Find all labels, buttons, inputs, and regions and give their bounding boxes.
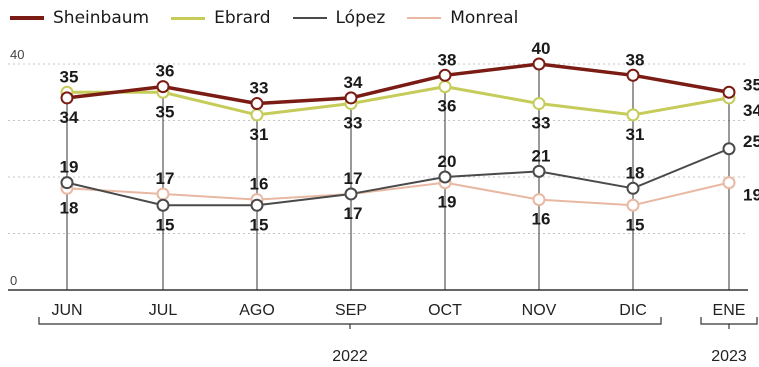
- legend-item-monreal: Monreal: [407, 8, 518, 28]
- legend-label-monreal: Monreal: [450, 8, 519, 28]
- data-label-sheinbaum: 33: [250, 79, 269, 98]
- data-label-ebrard: 34: [743, 101, 759, 120]
- data-label-sheinbaum: 34: [344, 73, 363, 92]
- data-label-ebrard: 35: [60, 67, 79, 86]
- data-point-lopez: [438, 170, 452, 184]
- data-point-ebrard: [250, 108, 264, 122]
- data-label-sheinbaum: 40: [532, 39, 551, 58]
- data-point-lopez: [722, 142, 736, 156]
- data-point-sheinbaum: [156, 80, 170, 94]
- series-line-lopez: [66, 147, 730, 207]
- data-label-lopez: 15: [156, 215, 175, 234]
- data-point-sheinbaum: [344, 91, 358, 105]
- data-label-sheinbaum: 36: [156, 62, 175, 81]
- legend-swatch-sheinbaum: [10, 16, 44, 20]
- legend-item-sheinbaum: Sheinbaum: [10, 8, 149, 28]
- data-label-monreal: 16: [250, 175, 269, 194]
- y-tick-label: 40: [10, 47, 24, 62]
- data-point-lopez: [532, 164, 546, 178]
- data-point-ebrard: [626, 108, 640, 122]
- data-label-sheinbaum: 38: [438, 50, 457, 69]
- data-label-ebrard: 36: [438, 97, 457, 116]
- data-label-lopez: 25: [743, 132, 759, 151]
- data-label-lopez: 18: [626, 163, 645, 182]
- x-tick-label-jun: JUN: [51, 302, 82, 319]
- x-tick-label-ago: AGO: [239, 302, 275, 319]
- series-line-monreal: [66, 181, 730, 207]
- data-label-monreal: 15: [626, 215, 645, 234]
- legend-swatch-monreal: [407, 17, 442, 19]
- data-label-lopez: 19: [60, 158, 79, 177]
- data-point-sheinbaum: [722, 85, 736, 99]
- series-line-ebrard: [67, 85, 730, 117]
- y-tick-label: 0: [10, 273, 17, 288]
- data-label-ebrard: 31: [250, 125, 269, 144]
- data-label-monreal: 17: [156, 169, 175, 188]
- data-label-monreal: 17: [344, 204, 363, 223]
- data-point-ebrard: [532, 97, 546, 111]
- x-tick-label-dic: DIC: [619, 302, 647, 319]
- data-point-sheinbaum: [532, 57, 546, 71]
- data-label-lopez: 17: [344, 169, 363, 188]
- legend-swatch-lopez: [292, 17, 327, 19]
- data-point-monreal: [532, 193, 546, 207]
- x-tick-label-sep: SEP: [335, 302, 367, 319]
- legend-item-lopez: López: [292, 8, 386, 28]
- year-label: 2023: [711, 348, 747, 365]
- data-label-sheinbaum: 35: [743, 75, 759, 94]
- legend-label-ebrard: Ebrard: [214, 8, 271, 28]
- x-tick-label-ene: ENE: [713, 302, 746, 319]
- data-point-sheinbaum: [438, 68, 452, 82]
- data-label-ebrard: 35: [156, 102, 175, 121]
- year-label: 2022: [332, 348, 368, 365]
- data-label-lopez: 21: [532, 146, 551, 165]
- data-label-sheinbaum: 34: [60, 108, 79, 127]
- data-point-sheinbaum: [626, 68, 640, 82]
- legend-label-lopez: López: [335, 8, 386, 28]
- x-tick-label-oct: OCT: [428, 302, 462, 319]
- data-label-ebrard: 33: [344, 114, 363, 133]
- data-label-sheinbaum: 38: [626, 50, 645, 69]
- data-label-ebrard: 31: [626, 125, 645, 144]
- series-line-sheinbaum: [66, 62, 730, 106]
- data-point-lopez: [626, 181, 640, 195]
- data-point-lopez: [344, 187, 358, 201]
- x-tick-label-jul: JUL: [149, 302, 178, 319]
- legend-swatch-ebrard: [171, 16, 206, 20]
- data-point-lopez: [156, 198, 170, 212]
- data-point-lopez: [250, 198, 264, 212]
- data-point-sheinbaum: [250, 97, 264, 111]
- data-label-monreal: 18: [60, 198, 79, 217]
- data-label-monreal: 19: [743, 186, 759, 205]
- data-label-lopez: 15: [250, 215, 269, 234]
- data-point-monreal: [156, 187, 170, 201]
- data-point-lopez: [60, 176, 74, 190]
- legend: Sheinbaum Ebrard López Monreal: [10, 5, 518, 31]
- legend-label-sheinbaum: Sheinbaum: [53, 8, 150, 28]
- data-label-monreal: 16: [532, 210, 551, 229]
- data-point-sheinbaum: [60, 91, 74, 105]
- legend-item-ebrard: Ebrard: [171, 8, 271, 28]
- data-point-ebrard: [438, 80, 452, 94]
- data-label-ebrard: 33: [532, 114, 551, 133]
- data-label-lopez: 20: [438, 152, 457, 171]
- data-label-monreal: 19: [438, 193, 457, 212]
- data-point-monreal: [722, 176, 736, 190]
- x-tick-label-nov: NOV: [522, 302, 557, 319]
- data-point-monreal: [626, 198, 640, 212]
